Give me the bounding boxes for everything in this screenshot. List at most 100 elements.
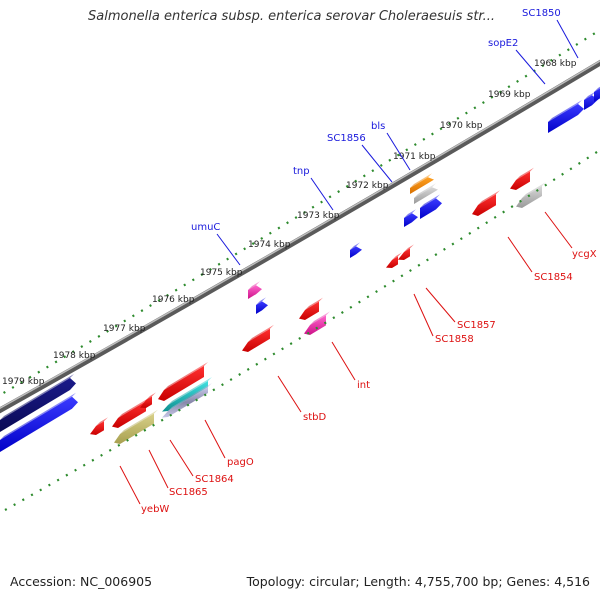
reverse-gene-leader-line bbox=[119, 465, 141, 505]
reverse-gene-leader-line bbox=[425, 287, 456, 323]
gene-block-forward-a-body bbox=[0, 396, 78, 452]
gene-block-sc1857 bbox=[398, 244, 414, 260]
reverse-gene-leader-line bbox=[331, 341, 356, 381]
gene-block-pagO-bevel bbox=[164, 362, 208, 390]
annotations: 1968 kbp 1969 kbp 1970 kbp 1971 kbp 1972 kbp… bbox=[2, 8, 597, 515]
gene-block-tnp-bevel bbox=[350, 242, 360, 250]
reverse-gene-label: int bbox=[357, 380, 370, 391]
reverse-gene-label: SC1857 bbox=[457, 320, 496, 331]
reverse-gene-label: pagO bbox=[227, 457, 254, 468]
genome-summary-label: Topology: circular; Length: 4,755,700 bp… bbox=[246, 574, 590, 589]
gene-block-sc1850b-bevel bbox=[594, 86, 600, 92]
gene-block-navy-bevel bbox=[0, 374, 74, 420]
gene-block-striped bbox=[162, 383, 212, 418]
gene-block-sc1857-bevel bbox=[404, 244, 414, 252]
gene-block-pagO-body bbox=[158, 366, 204, 401]
genome-title: Salmonella enterica subsp. enterica sero… bbox=[88, 9, 495, 24]
gene-block-bls-bevel bbox=[420, 194, 440, 208]
gene-block-int-pink-bevel bbox=[310, 311, 330, 325]
forward-gene-label: umuC bbox=[191, 222, 220, 233]
kbp-tick-label: 1971 kbp bbox=[393, 152, 436, 162]
genome-backbone-line bbox=[0, 59, 600, 414]
gene-block-tnp bbox=[350, 242, 362, 258]
gene-block-int-red-body bbox=[299, 301, 319, 320]
gene-block-sc1850b bbox=[594, 86, 600, 102]
gene-block-orange bbox=[410, 173, 434, 194]
gene-block-sc1856-bevel bbox=[404, 209, 416, 218]
gene-features bbox=[0, 86, 600, 452]
gene-block-forward-a-bevel bbox=[0, 392, 76, 440]
gene-block-sc1857-body bbox=[398, 248, 410, 260]
gene-block-sc1858-body bbox=[386, 256, 398, 268]
genome-backbone-highlight bbox=[0, 60, 600, 410]
reverse-gene-leader-line bbox=[413, 293, 434, 337]
gene-block-int-red-bevel bbox=[305, 297, 323, 310]
gene-block-stbD bbox=[242, 324, 274, 352]
gene-block-sc1864b bbox=[140, 392, 156, 408]
gene-block-umuC-body bbox=[256, 301, 268, 314]
reverse-gene-label: yebW bbox=[141, 504, 169, 515]
gene-block-stbD-body bbox=[242, 328, 270, 352]
gene-block-yebW bbox=[90, 417, 108, 435]
gene-block-pink-upper bbox=[248, 281, 262, 299]
forward-gene-label: tnp bbox=[293, 166, 310, 177]
gene-block-umuC-bevel bbox=[256, 297, 266, 305]
kbp-tick-label: 1976 kbp bbox=[152, 295, 195, 305]
gene-block-cyan-bevel bbox=[168, 377, 212, 405]
reverse-gene-label: SC1854 bbox=[534, 272, 573, 283]
gene-block-sc1864b-bevel bbox=[146, 392, 156, 400]
gene-block-cyan bbox=[162, 377, 212, 412]
gene-block-pink-upper-body bbox=[248, 285, 262, 299]
gene-block-sc1858 bbox=[386, 252, 402, 268]
gene-block-pagO bbox=[158, 362, 208, 401]
reverse-gene-leader-line bbox=[277, 375, 302, 413]
gene-block-sc1864-body bbox=[112, 401, 146, 428]
gene-block-sc1850-bevel bbox=[584, 91, 596, 100]
gene-block-sopE2-body bbox=[548, 104, 584, 133]
forward-gene-leader-line bbox=[361, 144, 393, 183]
gene-block-sopE2-bevel bbox=[548, 100, 582, 122]
kbp-tick-label: 1977 kbp bbox=[103, 324, 146, 334]
accession-label: Accession: NC_006905 bbox=[10, 574, 153, 589]
forward-gene-leader-line bbox=[216, 233, 241, 266]
gene-block-navy bbox=[0, 374, 76, 432]
forward-gene-label: sopE2 bbox=[488, 38, 518, 49]
gene-block-int-pink-body bbox=[304, 315, 326, 335]
gene-block-sc1856 bbox=[404, 209, 418, 227]
kbp-tick-label: 1973 kbp bbox=[297, 211, 340, 221]
gene-block-tnp-body bbox=[350, 246, 362, 258]
gene-block-sc1854 bbox=[472, 190, 500, 216]
gene-block-gray-small-body bbox=[414, 187, 438, 204]
reverse-gene-label: SC1865 bbox=[169, 487, 208, 498]
reverse-gene-leader-line bbox=[544, 211, 573, 249]
kbp-tick-label: 1974 kbp bbox=[248, 240, 291, 250]
gene-block-bls-body bbox=[420, 198, 442, 219]
forward-gene-leader-line bbox=[556, 19, 579, 59]
gene-block-sc1854-body bbox=[472, 194, 496, 216]
reverse-gene-label: ycgX bbox=[572, 249, 597, 260]
forward-gene-leader-line bbox=[386, 132, 411, 171]
gene-block-gray-small-bevel bbox=[414, 183, 436, 198]
gene-block-sc1850b-body bbox=[594, 88, 600, 102]
gene-block-ycgX-bevel bbox=[516, 167, 534, 180]
reverse-gene-label: SC1864 bbox=[195, 474, 234, 485]
gene-block-int-pink bbox=[304, 311, 330, 335]
gene-block-stbD-bevel bbox=[248, 324, 274, 342]
gene-block-orange-body bbox=[410, 177, 434, 194]
gene-block-orange-bevel bbox=[410, 173, 432, 188]
gene-block-sc1865 bbox=[114, 409, 158, 444]
gene-block-bls bbox=[420, 194, 442, 219]
gene-block-pink-upper-bevel bbox=[248, 281, 260, 290]
gene-block-gray-small bbox=[414, 183, 438, 204]
gene-block-navy-body bbox=[0, 378, 76, 432]
gene-block-int-red bbox=[299, 297, 323, 320]
gene-block-umuC bbox=[256, 297, 268, 314]
reverse-gene-leader-line bbox=[148, 449, 169, 489]
gene-block-sc1865-bevel bbox=[120, 409, 158, 434]
kbp-tick-label: 1968 kbp bbox=[534, 59, 577, 69]
gene-block-sc1854-bevel bbox=[478, 190, 500, 205]
kbp-tick-label: 1970 kbp bbox=[440, 121, 483, 131]
gene-block-sc1865-body bbox=[114, 413, 154, 444]
gene-block-sc1864b-body bbox=[140, 396, 152, 408]
